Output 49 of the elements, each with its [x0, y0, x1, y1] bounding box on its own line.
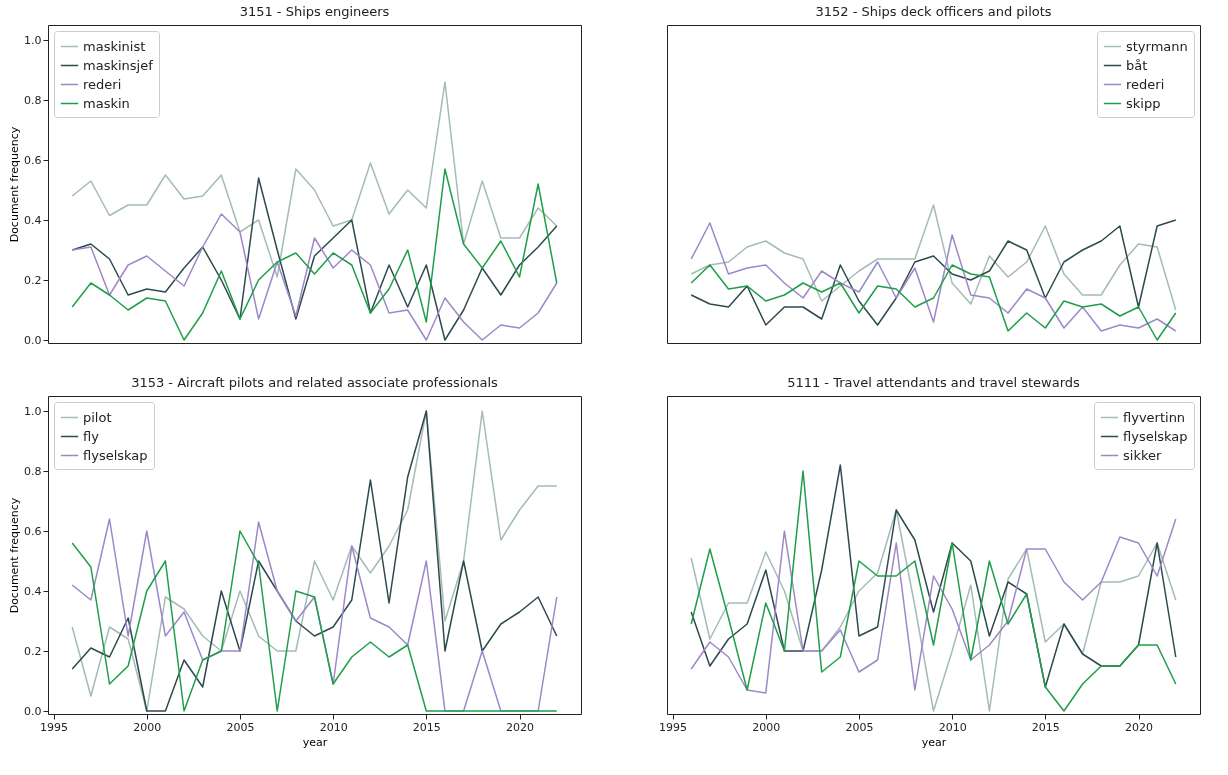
x-axis-title: year [921, 735, 947, 749]
line-series [71, 81, 558, 278]
legend-label: flyselskap [1123, 428, 1188, 444]
y-axis-title: Document frequency [8, 497, 22, 614]
y-tick-label: 1.0 [24, 33, 42, 47]
x-tick-label: 2015 [1031, 720, 1060, 734]
x-tick-label: 2005 [845, 720, 874, 734]
line-series [71, 410, 558, 712]
y-tick-label: 0.8 [24, 93, 42, 107]
y-tick-label: 1.0 [24, 404, 42, 418]
line-series [71, 213, 558, 341]
x-tick-label: 2005 [226, 720, 255, 734]
y-tick-label: 0.6 [24, 153, 42, 167]
x-tick-label: 2010 [319, 720, 348, 734]
chart-title: 3153 - Aircraft pilots and related associate professionals [131, 375, 499, 390]
y-axis-title: Document frequency [8, 126, 22, 243]
legend-label: sikker [1123, 447, 1162, 463]
chart-title: 5111 - Travel attendants and travel stewards [787, 375, 1081, 390]
x-tick-label: 1995 [659, 720, 688, 734]
legend-label: maskin [83, 95, 130, 111]
legend-label: skipp [1126, 95, 1161, 111]
y-tick-label: 0.0 [24, 704, 42, 718]
y-tick-label: 0.8 [24, 464, 42, 478]
legend-label: styrmann [1126, 38, 1188, 54]
y-tick-label: 0.0 [24, 333, 42, 347]
legend-label: flyvertinn [1123, 409, 1186, 425]
legend-label: pilot [83, 409, 112, 425]
x-axis-title: year [302, 735, 328, 749]
x-tick-label: 2000 [752, 720, 781, 734]
x-tick-label: 2020 [1125, 720, 1153, 734]
y-tick-label: 0.6 [24, 524, 42, 538]
chart-title: 3152 - Ships deck officers and pilots [815, 4, 1052, 19]
legend-label: rederi [1126, 76, 1165, 92]
y-tick-label: 0.2 [24, 644, 42, 658]
legend-label: flyselskap [83, 447, 148, 463]
x-tick-label: 2010 [938, 720, 967, 734]
y-tick-label: 0.2 [24, 273, 42, 287]
y-tick-label: 0.4 [24, 213, 42, 227]
legend-label: båt [1126, 57, 1148, 73]
x-tick-label: 2020 [506, 720, 534, 734]
x-tick-label: 2015 [412, 720, 441, 734]
legend-label: fly [83, 428, 100, 444]
x-tick-label: 1995 [40, 720, 69, 734]
x-tick-label: 2000 [133, 720, 162, 734]
legend-label: maskinsjef [83, 57, 154, 73]
legend-label: maskinist [83, 38, 146, 54]
y-tick-label: 0.4 [24, 584, 42, 598]
chart-title: 3151 - Ships engineers [239, 4, 390, 19]
legend-label: rederi [83, 76, 122, 92]
